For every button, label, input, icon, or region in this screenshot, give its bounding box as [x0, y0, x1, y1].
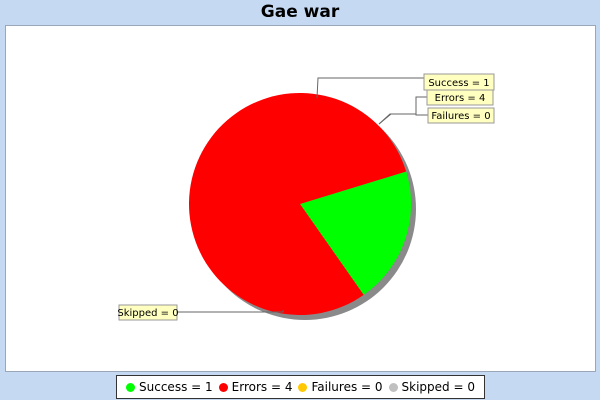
leader-line-failures	[378, 113, 428, 125]
leader-line-skipped	[177, 310, 284, 313]
legend-marker-failures	[298, 382, 308, 392]
slice-label-box-skipped	[118, 304, 178, 321]
legend-item-success: Success = 1	[126, 380, 213, 394]
legend: Success = 1 Errors = 4 Failures = 0 Skip…	[116, 375, 485, 399]
legend-item-skipped: Skipped = 0	[388, 380, 475, 394]
plot-area: Success = 1 Errors = 4 Failures = 0 Skipped…	[5, 25, 596, 372]
chart-title: Gae war	[260, 2, 340, 22]
legend-label-failures: Failures = 0	[311, 380, 383, 394]
pie-slice-success	[300, 171, 411, 295]
leader-line-errors	[378, 96, 427, 125]
legend-item-failures: Failures = 0	[298, 380, 383, 394]
legend-label-success: Success = 1	[139, 380, 213, 394]
legend-marker-skipped	[388, 382, 398, 392]
legend-label-skipped: Skipped = 0	[401, 380, 475, 394]
legend-item-errors: Errors = 4	[218, 380, 293, 394]
slice-label-errors: Errors = 4	[435, 93, 486, 104]
slice-label-failures: Failures = 0	[431, 111, 490, 122]
slice-label-skipped: Skipped = 0	[117, 308, 178, 319]
slice-label-success: Success = 1	[428, 78, 489, 89]
pie-chart: Success = 1 Errors = 4 Failures = 0 Skipped…	[117, 73, 495, 321]
legend-label-errors: Errors = 4	[231, 380, 293, 394]
legend-marker-success	[126, 382, 136, 392]
slice-label-box-errors	[426, 89, 494, 106]
slice-label-box-failures	[427, 107, 495, 124]
leader-line-success	[316, 77, 424, 99]
legend-marker-errors	[218, 382, 228, 392]
pie-slice-errors	[189, 92, 407, 315]
